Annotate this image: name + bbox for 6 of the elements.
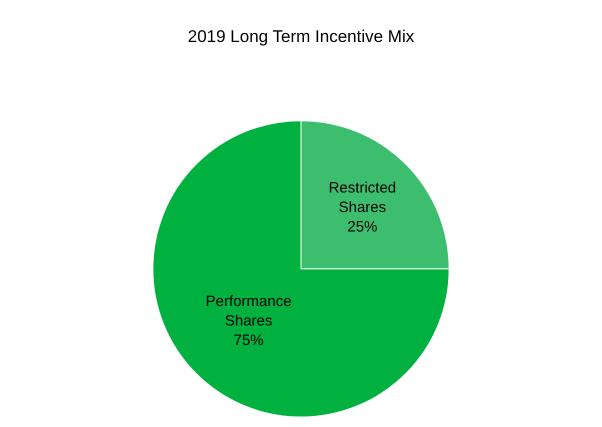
slice-label: Restricted Shares (328, 179, 396, 216)
pie-slice (152, 120, 450, 418)
data-label: 75% (234, 332, 264, 350)
chart-title: 2019 Long Term Incentive Mix (188, 26, 415, 46)
slice-label: Performance Shares (206, 293, 292, 330)
data-label: 25% (347, 218, 378, 236)
